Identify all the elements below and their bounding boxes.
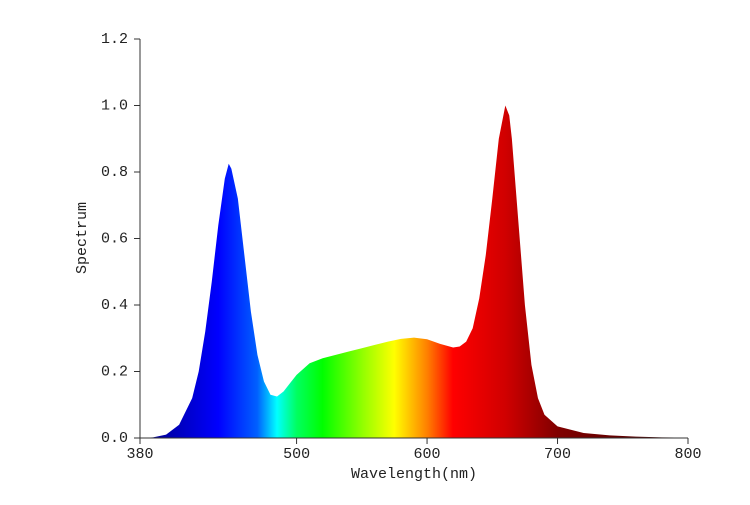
y-tick-label: 0.0 [101,430,128,447]
spectrum-area [140,105,688,438]
y-tick-label: 0.4 [101,297,128,314]
x-tick-label: 380 [126,446,153,463]
x-tick-label: 600 [414,446,441,463]
y-tick-label: 0.6 [101,230,128,247]
x-tick-label: 800 [674,446,701,463]
y-axis-label: Spectrum [74,202,91,274]
y-tick-label: 1.2 [101,31,128,48]
x-tick-label: 500 [283,446,310,463]
y-tick-label: 0.2 [101,363,128,380]
x-axis-label: Wavelength(nm) [351,466,477,483]
y-tick-label: 0.8 [101,164,128,181]
y-tick-label: 1.0 [101,97,128,114]
x-tick-label: 700 [544,446,571,463]
